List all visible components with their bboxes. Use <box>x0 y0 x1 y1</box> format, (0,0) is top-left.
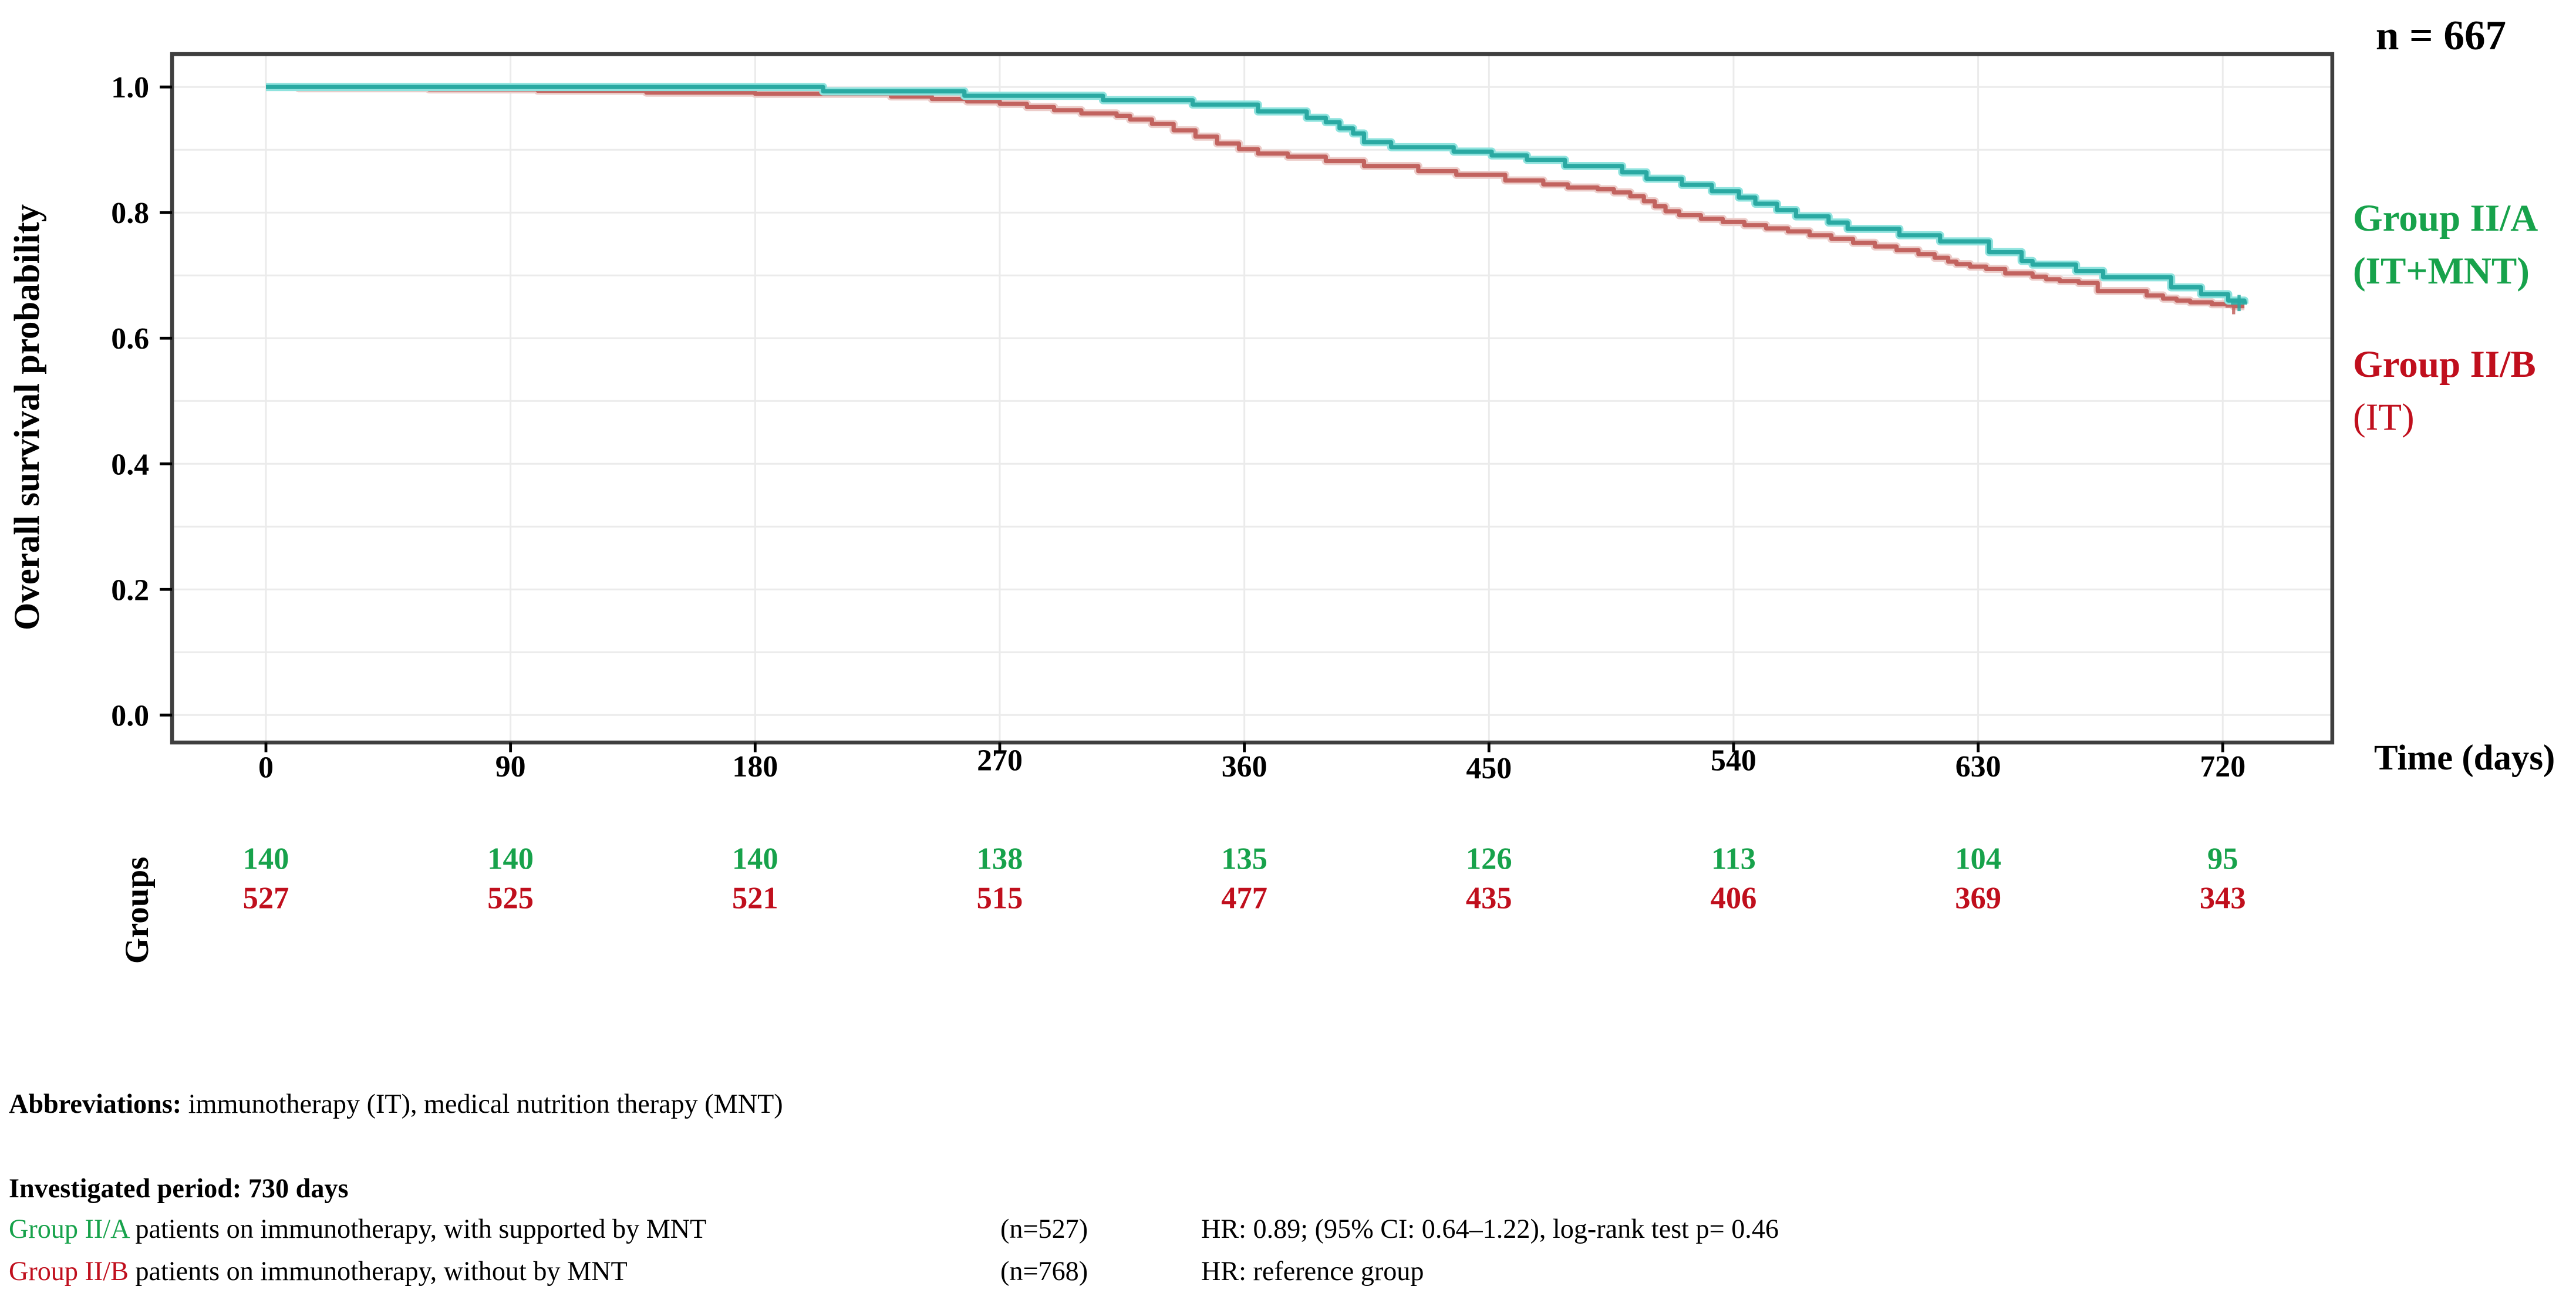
risk-count-group-iia: 104 <box>1955 842 2001 876</box>
x-tick-label: 90 <box>495 750 526 784</box>
km-curve-halo-group-ii-b-it- <box>265 83 2245 310</box>
abbreviations-text: immunotherapy (IT), medical nutrition th… <box>181 1090 783 1120</box>
survival-plot: 0 90 180 270 360 450 540 630 720 1.0 0.8 0.6 0.4 0.2 0… <box>8 13 2555 964</box>
risk-count-group-iia: 113 <box>1711 842 1756 876</box>
x-tick-label: 450 <box>1466 752 1512 785</box>
x-axis-title: Time (days) <box>2374 738 2555 778</box>
sample-size-label: n = 667 <box>2376 13 2506 59</box>
abbreviations-label: Abbreviations: <box>9 1090 182 1120</box>
plot-border <box>170 52 2335 745</box>
x-tick-label: 540 <box>1711 744 1756 777</box>
km-curve-group-ii-b-it- <box>265 85 2245 309</box>
legend-group-iib-detail: (IT) <box>2353 396 2415 438</box>
y-tick-label: 0.4 <box>111 448 149 481</box>
group-iib-footnote: Group II/B patients on immunotherapy, wi… <box>9 1257 1424 1287</box>
legend-group-iia-detail: (IT+MNT) <box>2353 250 2530 292</box>
group-iia-footnote-n: (n=527) <box>1000 1215 1088 1245</box>
risk-count-group-iia: 138 <box>977 842 1023 876</box>
curves-layer <box>265 83 2249 315</box>
y-tick-label: 1.0 <box>111 71 149 104</box>
km-curve-halo-group-ii-a-it-mnt- <box>265 83 2249 305</box>
risk-table-numbers: 140 140 140 138 135 126 113 104 95 527 525 521 515 47… <box>243 842 2246 915</box>
x-tick-label: 180 <box>732 750 778 784</box>
group-iia-footnote-hr: HR: 0.89; (95% CI: 0.64–1.22), log-rank … <box>1201 1215 1779 1245</box>
ticks-layer: 0 90 180 270 360 450 540 630 720 1.0 0.8 0.6 0.4 0.2 0… <box>111 71 2245 785</box>
grid-layer <box>172 54 2332 743</box>
risk-count-group-iia: 95 <box>2207 842 2238 876</box>
group-iia-footnote-name: Group II/A <box>9 1215 129 1245</box>
risk-count-group-iib: 521 <box>732 881 778 915</box>
legend-group-iia-name: Group II/A <box>2353 197 2538 239</box>
risk-count-group-iib: 525 <box>487 881 534 915</box>
km-curve-group-ii-a-it-mnt- <box>265 85 2247 304</box>
x-tick-label: 360 <box>1222 750 1267 784</box>
group-iib-footnote-desc: patients on immunotherapy, without by MN… <box>128 1257 628 1287</box>
risk-count-group-iia: 140 <box>243 842 289 876</box>
risk-count-group-iia: 140 <box>732 842 778 876</box>
y-tick-label: 0.2 <box>111 573 149 607</box>
risk-count-group-iib: 527 <box>243 881 289 915</box>
risk-count-group-iia: 140 <box>487 842 534 876</box>
risk-count-group-iia: 135 <box>1221 842 1267 876</box>
group-iib-footnote-n: (n=768) <box>1000 1257 1088 1287</box>
investigated-period-note: Investigated period: 730 days <box>9 1173 349 1204</box>
risk-count-group-iib: 515 <box>977 881 1023 915</box>
group-iib-footnote-name: Group II/B <box>9 1257 129 1287</box>
y-tick-label: 0.0 <box>111 699 149 732</box>
y-tick-label: 0.8 <box>111 197 149 230</box>
risk-count-group-iia: 126 <box>1466 842 1512 876</box>
risk-count-group-iib: 369 <box>1955 881 2001 915</box>
abbreviations-note: Abbreviations: immunotherapy (IT), medic… <box>9 1090 783 1120</box>
risk-count-group-iib: 435 <box>1466 881 1512 915</box>
group-iia-footnote: Group II/A patients on immunotherapy, wi… <box>9 1215 1779 1245</box>
group-iia-footnote-desc: patients on immunotherapy, with supporte… <box>128 1215 707 1245</box>
y-tick-label: 0.6 <box>111 322 149 356</box>
risk-count-group-iib: 406 <box>1711 881 1757 915</box>
y-axis-title: Overall survival probability <box>8 204 47 630</box>
x-tick-label: 270 <box>977 744 1023 777</box>
risk-table-row-label: Groups <box>119 857 156 964</box>
x-tick-label: 0 <box>258 751 274 784</box>
x-tick-label: 720 <box>2200 750 2245 784</box>
x-tick-label: 630 <box>1955 750 2001 784</box>
risk-count-group-iib: 477 <box>1221 881 1267 915</box>
group-iib-footnote-hr: HR: reference group <box>1201 1257 1424 1287</box>
risk-count-group-iib: 343 <box>2200 881 2246 915</box>
legend-group-iib-name: Group II/B <box>2353 343 2536 386</box>
